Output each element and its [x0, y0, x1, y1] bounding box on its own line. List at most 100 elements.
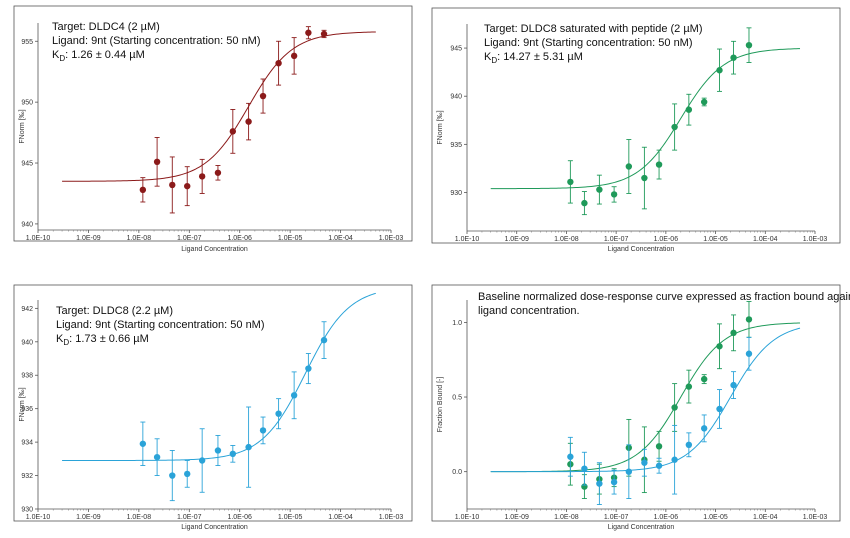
y-tick-label: 940: [450, 94, 462, 101]
x-tick-label: 1.0E-06: [654, 514, 679, 521]
data-point: [716, 405, 723, 413]
y-axis-title: FNorm [‰]: [19, 387, 26, 421]
data-point: [596, 186, 603, 193]
x-axis-title: Ligand Concentration: [181, 524, 248, 531]
data-point: [184, 182, 191, 190]
x-tick-label: 1.0E-06: [654, 236, 679, 243]
y-tick-label: 942: [21, 306, 33, 313]
x-tick-label: 1.0E-03: [803, 236, 828, 243]
data-point: [153, 158, 161, 166]
y-tick-label: 0.0: [452, 469, 462, 476]
data-point: [184, 470, 191, 478]
x-tick-label: 1.0E-05: [703, 236, 728, 243]
kd-symbol: K: [52, 49, 60, 61]
data-point: [198, 457, 206, 464]
data-point: [685, 106, 693, 113]
kd-value: : 1.73 ± 0.66 µM: [69, 333, 149, 345]
x-tick-label: 1.0E-03: [803, 514, 828, 521]
panel-frame: [431, 7, 841, 244]
data-point: [700, 425, 708, 432]
annotation-line: Ligand: 9nt (Starting concentration: 50 …: [52, 35, 261, 47]
kd-annotation: KD: 1.73 ± 0.66 µM: [56, 333, 149, 347]
panel-frame: [13, 5, 413, 242]
data-point: [671, 456, 678, 463]
data-point: [700, 98, 708, 106]
data-point: [214, 169, 222, 176]
data-point: [567, 178, 574, 186]
x-tick-label: 1.0E-04: [753, 514, 778, 521]
data-point: [685, 441, 693, 449]
data-point: [655, 462, 663, 469]
kd-subscript: D: [59, 54, 65, 63]
data-point: [320, 30, 328, 38]
x-tick-label: 1.0E-08: [127, 514, 152, 521]
y-tick-label: 940: [21, 339, 33, 346]
annotation-line: Baseline normalized dose-response curve …: [478, 291, 850, 303]
data-point: [700, 375, 708, 383]
x-tick-label: 1.0E-09: [76, 514, 101, 521]
data-point: [745, 350, 753, 357]
annotation-line: Target: DLDC8 (2.2 µM): [56, 305, 173, 317]
data-point: [655, 161, 663, 168]
data-point: [198, 173, 206, 180]
x-axis-title: Ligand Concentration: [608, 246, 675, 253]
annotation-line: ligand concentration.: [478, 305, 580, 317]
y-tick-label: 950: [21, 100, 33, 107]
x-axis-title: Ligand Concentration: [608, 524, 675, 531]
data-point: [290, 52, 298, 60]
y-axis-title: FNorm [‰]: [19, 109, 26, 143]
data-point: [320, 336, 328, 344]
data-point: [610, 191, 618, 198]
data-point: [641, 174, 648, 182]
data-point: [275, 59, 282, 67]
y-tick-label: 945: [21, 161, 33, 168]
data-point: [153, 453, 161, 461]
kd-value: : 1.26 ± 0.44 µM: [65, 49, 145, 61]
y-tick-label: 955: [21, 39, 33, 46]
x-tick-label: 1.0E-04: [328, 235, 353, 242]
panel-frame: [431, 284, 841, 522]
x-tick-label: 1.0E-08: [554, 236, 579, 243]
kd-annotation: KD: 1.26 ± 0.44 µM: [52, 49, 145, 63]
x-tick-label: 1.0E-06: [227, 235, 252, 242]
x-tick-label: 1.0E-05: [278, 514, 303, 521]
y-tick-label: 940: [21, 221, 33, 228]
data-point: [716, 343, 723, 350]
x-tick-label: 1.0E-05: [703, 514, 728, 521]
data-point: [716, 67, 723, 74]
x-tick-label: 1.0E-07: [177, 514, 202, 521]
x-tick-label: 1.0E-10: [26, 514, 51, 521]
data-point: [169, 472, 176, 479]
data-point: [305, 29, 312, 36]
y-tick-label: 1.0: [452, 320, 462, 327]
data-point: [745, 316, 753, 323]
data-point: [641, 459, 648, 466]
panel-frame: [13, 284, 413, 522]
data-point: [229, 128, 237, 135]
data-point: [610, 478, 618, 486]
y-tick-label: 936: [21, 406, 33, 413]
data-point: [245, 443, 252, 451]
data-point: [730, 54, 737, 61]
data-point: [581, 465, 588, 472]
kd-value: : 14.27 ± 5.31 µM: [497, 51, 583, 63]
x-tick-label: 1.0E-10: [455, 236, 480, 243]
kd-subscript: D: [491, 56, 497, 65]
data-point: [625, 163, 633, 170]
x-tick-label: 1.0E-04: [753, 236, 778, 243]
x-tick-label: 1.0E-10: [26, 235, 51, 242]
x-tick-label: 1.0E-09: [504, 236, 529, 243]
x-tick-label: 1.0E-07: [604, 514, 629, 521]
y-axis-title: FNorm [‰]: [437, 110, 444, 144]
y-tick-label: 945: [450, 46, 462, 53]
annotation-line: Ligand: 9nt (Starting concentration: 50 …: [484, 37, 693, 49]
y-tick-label: 932: [21, 473, 33, 480]
x-tick-label: 1.0E-03: [379, 514, 404, 521]
data-point: [169, 181, 176, 189]
kd-subscript: D: [63, 338, 69, 347]
kd-symbol: K: [484, 51, 492, 63]
data-point: [730, 329, 737, 337]
y-tick-label: 938: [21, 373, 33, 380]
y-axis-title: Fraction Bound [-]: [437, 377, 444, 433]
